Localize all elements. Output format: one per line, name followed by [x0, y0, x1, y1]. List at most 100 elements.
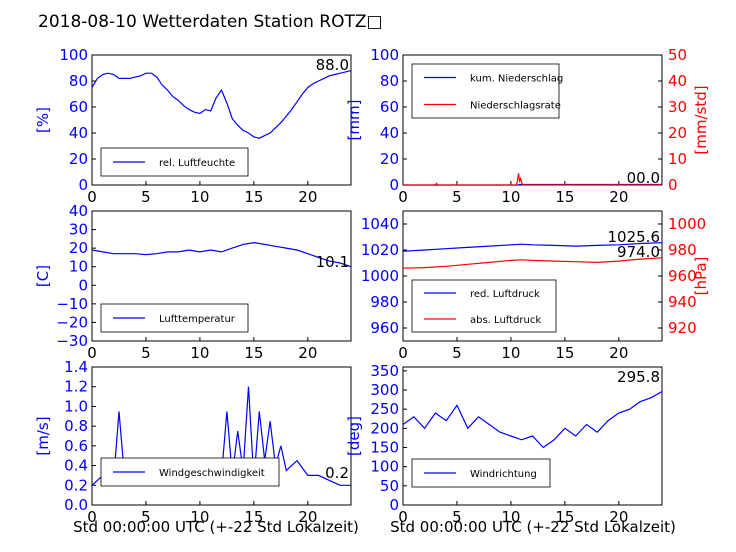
- temperature-y-tick-label: 40: [69, 202, 88, 220]
- humidity-x-tick-label: 15: [244, 188, 263, 206]
- wind_direction-x-tick-label: 0: [398, 508, 408, 526]
- wind_speed-y-tick-label: 0.4: [64, 457, 88, 475]
- wind_speed-x-tick-label: 10: [190, 508, 209, 526]
- pressure-legend-label-1: abs. Luftdruck: [470, 315, 541, 326]
- pressure-y-tick-label: 980: [370, 293, 399, 311]
- pressure-x-tick-label: 15: [555, 344, 574, 362]
- humidity-y-tick-label: 20: [69, 150, 88, 168]
- wind_direction-y-tick-label: 0: [389, 496, 399, 514]
- pressure-current-value-label: 1025.6: [608, 228, 661, 246]
- pressure-x-tick-label: 20: [609, 344, 628, 362]
- temperature-x-tick-label: 10: [190, 344, 209, 362]
- pressure-legend-box: [411, 279, 557, 333]
- precip-y2-tick-label: 0: [668, 176, 678, 194]
- precip-y-tick-label: 0: [389, 176, 399, 194]
- pressure-series-line-0: [402, 242, 663, 252]
- humidity-y-tick-label: 60: [69, 98, 88, 116]
- wind_speed-y-tick-label: 0.2: [64, 476, 88, 494]
- pressure-series-line-1: [402, 257, 663, 269]
- temperature-x-tick-label: 5: [141, 344, 151, 362]
- wind_speed-y-tick-label: 0.8: [64, 417, 88, 435]
- temperature-y-tick-label: 10: [69, 258, 88, 276]
- pressure-y2-axis-label: [hPa]: [692, 257, 710, 296]
- wind_direction-legend-label-0: Windrichtung: [470, 469, 537, 480]
- precip-y2-tick-label: 40: [668, 72, 687, 90]
- wind_direction-x-tick-label: 5: [452, 508, 462, 526]
- temperature-x-tick-label: 20: [298, 344, 317, 362]
- precip-y-tick-label: 60: [380, 98, 399, 116]
- figure-title: 2018-08-10 Wetterdaten Station ROTZ□: [38, 12, 383, 32]
- precip-x-tick-label: 20: [609, 188, 628, 206]
- pressure-legend-label-0: red. Luftdruck: [470, 289, 540, 300]
- wind_direction-y-tick-label: 250: [370, 400, 399, 418]
- pressure-y2-tick-label: 960: [668, 267, 697, 285]
- humidity-y-axis-label: [%]: [34, 107, 52, 133]
- temperature-current-value-label: 10.1: [316, 253, 349, 271]
- precip-y-axis-label: [mm]: [345, 100, 363, 141]
- pressure-y2-tick-label: 940: [668, 293, 697, 311]
- precip-y2-tick-label: 20: [668, 124, 687, 142]
- x-axis-label-left: Std 00:00:00 UTC (+-22 Std Lokalzeit): [73, 518, 359, 536]
- precip-x-tick-label: 10: [501, 188, 520, 206]
- temperature-plot-frame: [91, 210, 352, 342]
- wind_direction-series-line-0: [402, 390, 663, 449]
- wind_direction-y-tick-label: 100: [370, 458, 399, 476]
- humidity-x-tick-label: 20: [298, 188, 317, 206]
- precip-y2-axis-label: [mm/std]: [692, 85, 710, 154]
- pressure-y2-tick-label: 920: [668, 319, 697, 337]
- pressure-y-tick-label: 1020: [361, 241, 399, 259]
- humidity-series-line-0: [91, 70, 352, 139]
- wind_direction-x-tick-label: 10: [501, 508, 520, 526]
- wind_direction-y-tick-label: 150: [370, 439, 399, 457]
- temperature-x-tick-label: 0: [87, 344, 97, 362]
- humidity-x-tick-label: 5: [141, 188, 151, 206]
- x-axis-label-right: Std 00:00:00 UTC (+-22 Std Lokalzeit): [390, 518, 676, 536]
- temperature-y-axis-label: [C]: [34, 265, 52, 287]
- pressure-y-tick-label: 1040: [361, 215, 399, 233]
- precip-legend-box: [411, 63, 560, 119]
- precip-x-tick-label: 15: [555, 188, 574, 206]
- pressure-x-tick-label: 0: [398, 344, 408, 362]
- pressure-y2-tick-label: 1000: [668, 215, 706, 233]
- wind_direction-current-value-label: 295.8: [617, 368, 660, 386]
- humidity-y-tick-label: 0: [78, 176, 88, 194]
- precip-series-line-1: [403, 173, 662, 186]
- humidity-y-tick-label: 80: [69, 72, 88, 90]
- precip-y-tick-label: 20: [380, 150, 399, 168]
- humidity-y-tick-label: 100: [59, 46, 88, 64]
- wind_direction-plot-frame: [402, 366, 663, 506]
- precip-y-tick-label: 80: [380, 72, 399, 90]
- pressure-x-tick-label: 5: [452, 344, 462, 362]
- wind_direction-x-tick-label: 15: [555, 508, 574, 526]
- precip-current-value-label: 00.0: [627, 169, 660, 187]
- wind_speed-y-axis-label: [m/s]: [34, 416, 52, 455]
- wind_speed-current-value-label: 0.2: [325, 464, 349, 482]
- wind_direction-y-tick-label: 50: [380, 477, 399, 495]
- wind_direction-y-tick-label: 200: [370, 419, 399, 437]
- wind_speed-y-tick-label: 1.2: [64, 378, 88, 396]
- humidity-plot-frame: [91, 54, 352, 186]
- wind_direction-y-tick-label: 350: [370, 362, 399, 380]
- wind_speed-x-tick-label: 20: [298, 508, 317, 526]
- pressure-x-tick-label: 10: [501, 344, 520, 362]
- precip-x-tick-label: 5: [452, 188, 462, 206]
- wind_speed-x-tick-label: 0: [87, 508, 97, 526]
- humidity-x-tick-label: 10: [190, 188, 209, 206]
- precip-y-tick-label: 40: [380, 124, 399, 142]
- humidity-current-value-label: 88.0: [316, 56, 349, 74]
- temperature-y-tick-label: −30: [56, 332, 88, 350]
- humidity-legend-label-0: rel. Luftfeuchte: [159, 158, 235, 169]
- precip-y2-tick-label: 50: [668, 46, 687, 64]
- temperature-y-tick-label: −10: [56, 295, 88, 313]
- temperature-y-tick-label: 0: [78, 276, 88, 294]
- humidity-y-tick-label: 40: [69, 124, 88, 142]
- humidity-x-tick-label: 0: [87, 188, 97, 206]
- precip-x-tick-label: 0: [398, 188, 408, 206]
- temperature-y-tick-label: −20: [56, 313, 88, 331]
- wind_speed-y-tick-label: 1.0: [64, 397, 88, 415]
- wind_direction-y-tick-label: 300: [370, 381, 399, 399]
- wind_speed-y-tick-label: 0.0: [64, 496, 88, 514]
- temperature-x-tick-label: 15: [244, 344, 263, 362]
